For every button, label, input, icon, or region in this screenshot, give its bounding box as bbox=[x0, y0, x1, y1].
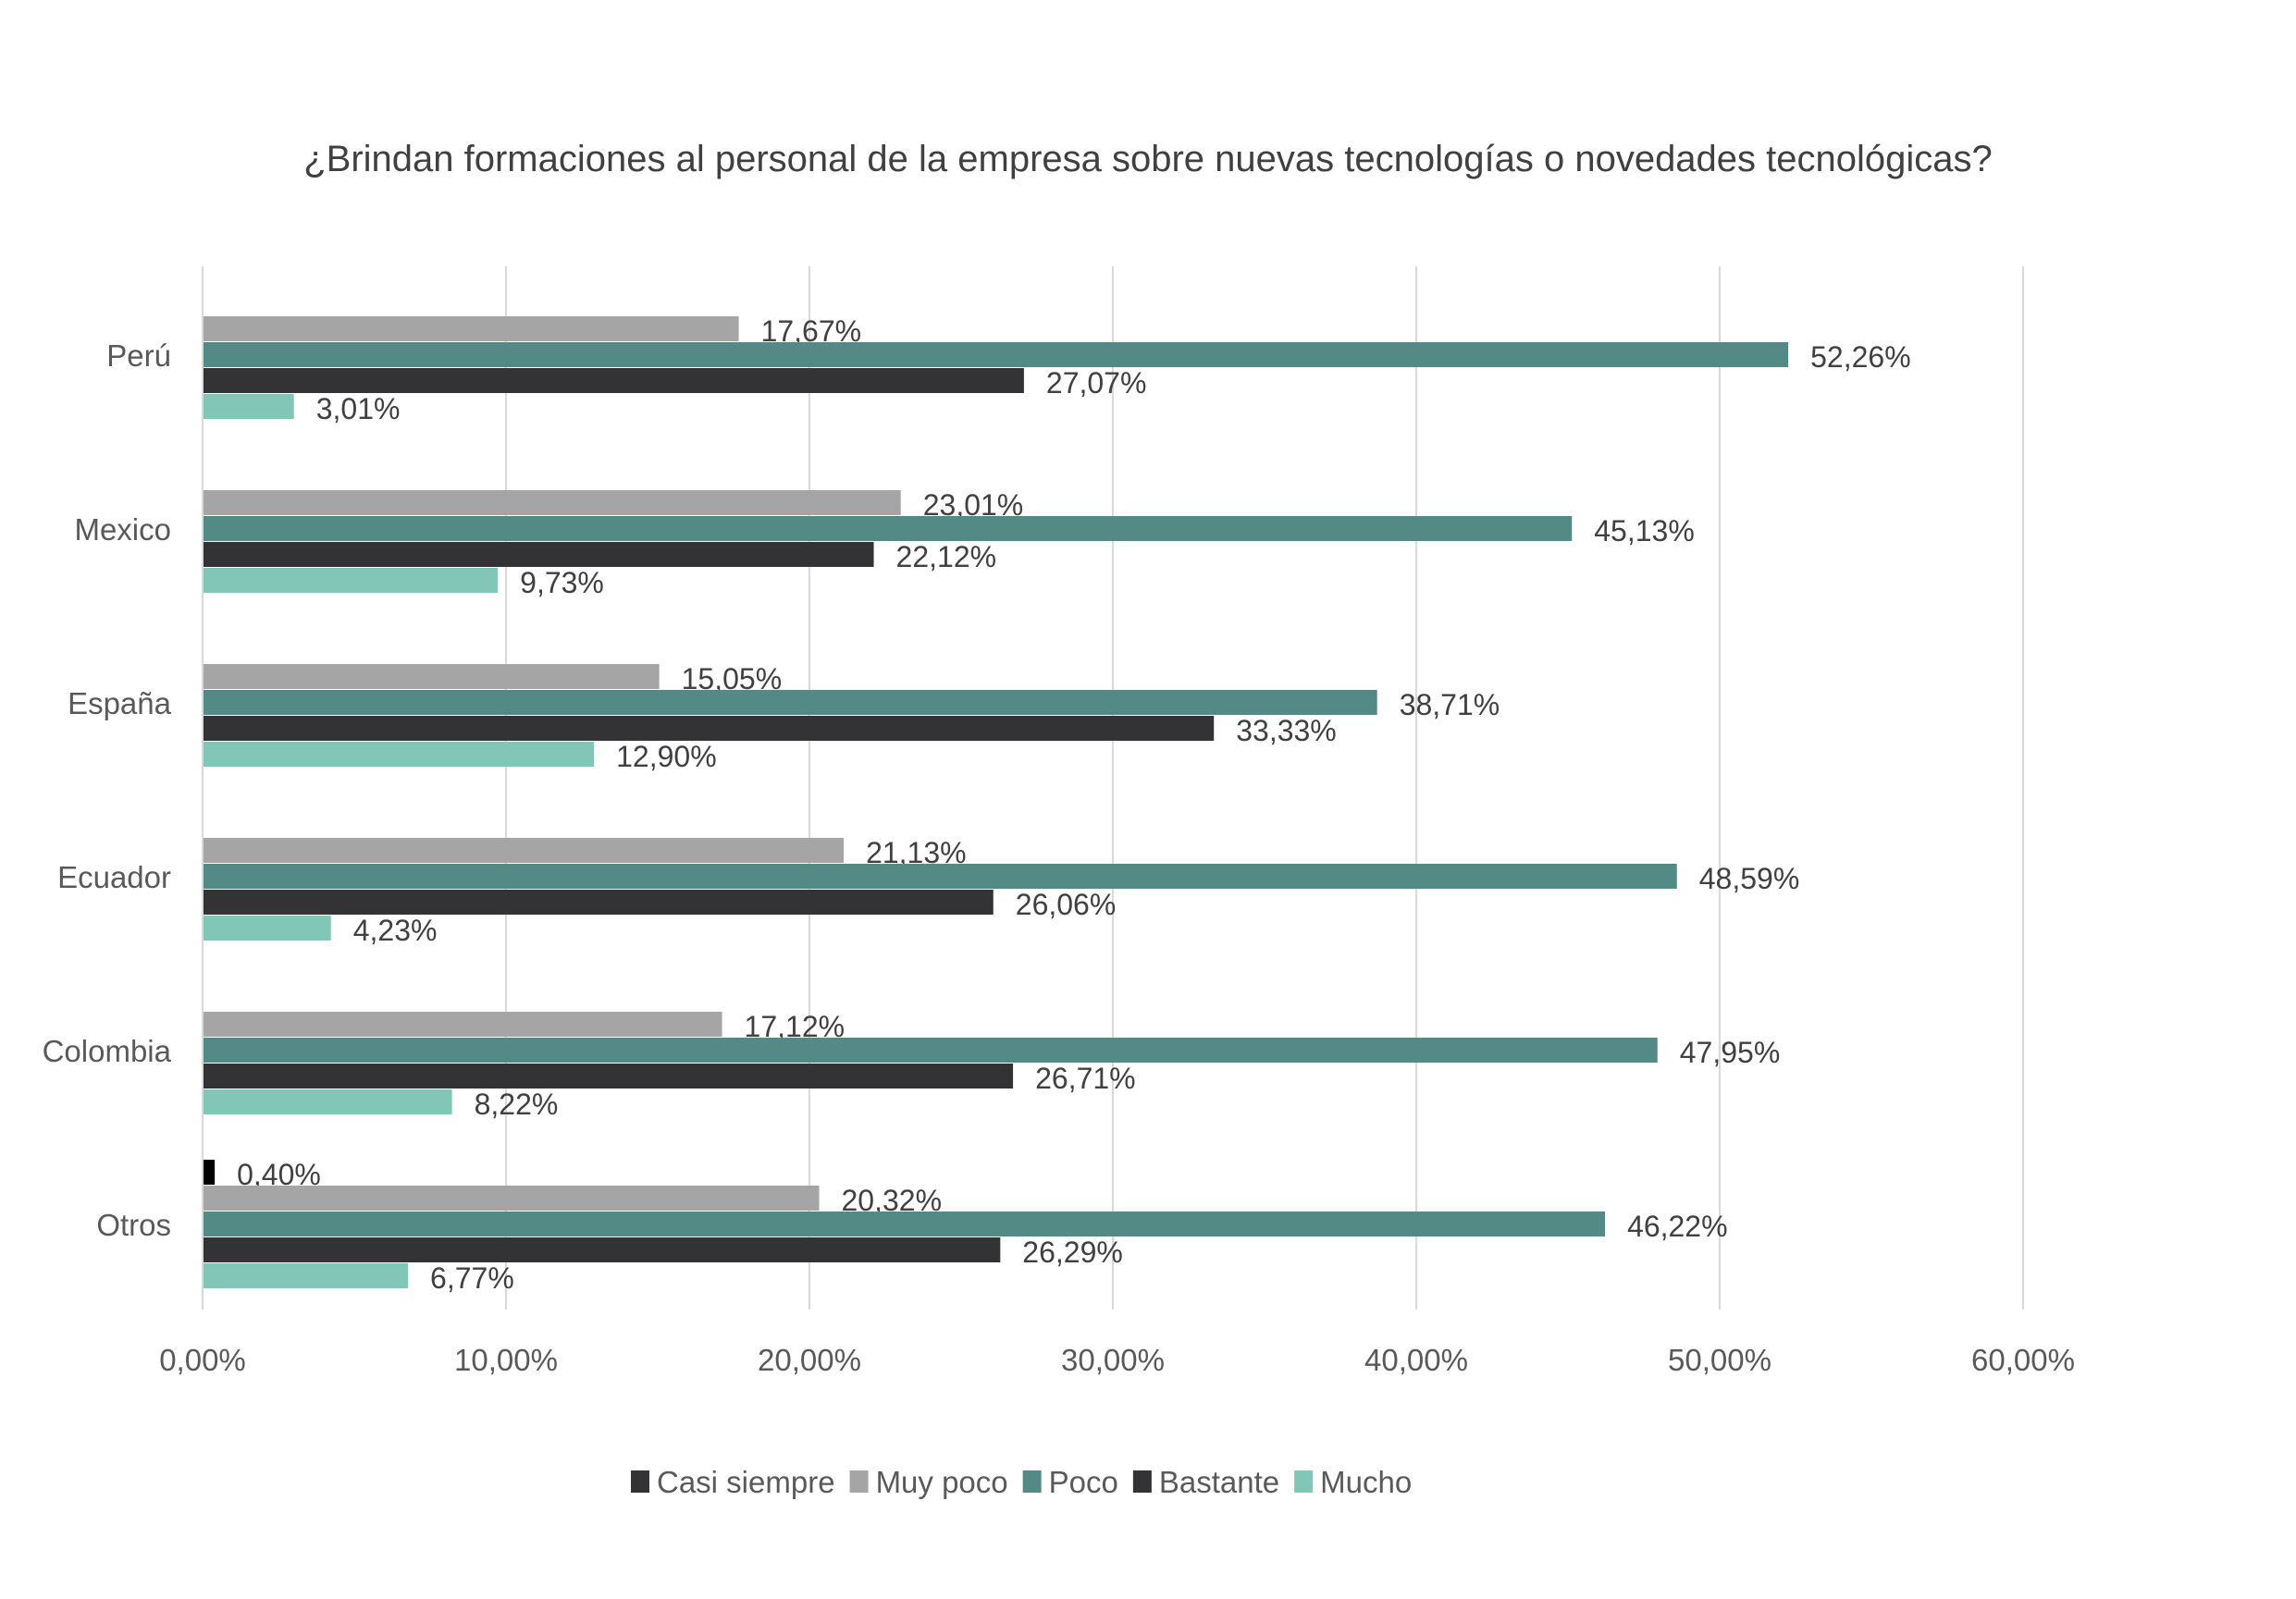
data-label: 12,90% bbox=[616, 740, 717, 773]
legend-label: Muy poco bbox=[876, 1465, 1008, 1499]
bar-bastante bbox=[203, 890, 994, 915]
data-label: 48,59% bbox=[1699, 862, 1800, 895]
y-category-label: Colombia bbox=[43, 1034, 172, 1068]
data-label: 52,26% bbox=[1810, 340, 1911, 374]
bar-mucho bbox=[203, 916, 331, 941]
data-label: 45,13% bbox=[1594, 514, 1695, 547]
data-label: 22,12% bbox=[896, 540, 997, 573]
data-label: 6,77% bbox=[430, 1261, 514, 1295]
data-label: 38,71% bbox=[1400, 688, 1500, 721]
legend-label: Poco bbox=[1049, 1465, 1118, 1499]
data-label: 27,07% bbox=[1046, 366, 1147, 400]
bar-mucho bbox=[203, 1089, 452, 1114]
legend-label: Casi siempre bbox=[657, 1465, 835, 1499]
data-label: 4,23% bbox=[353, 914, 438, 947]
data-label: 26,06% bbox=[1016, 888, 1117, 921]
x-tick-label: 10,00% bbox=[454, 1343, 558, 1377]
bar-poco bbox=[203, 690, 1377, 715]
data-label: 33,33% bbox=[1236, 714, 1337, 747]
x-tick-label: 20,00% bbox=[758, 1343, 861, 1377]
bar-bastante bbox=[203, 542, 874, 567]
bar-muy-poco bbox=[203, 490, 901, 515]
data-label: 3,01% bbox=[316, 392, 401, 425]
bar-muy-poco bbox=[203, 1186, 820, 1211]
data-label: 26,29% bbox=[1022, 1236, 1123, 1269]
bar-muy-poco bbox=[203, 316, 739, 341]
bar-poco bbox=[203, 342, 1789, 367]
legend-swatch bbox=[849, 1470, 869, 1493]
bar-muy-poco bbox=[203, 664, 660, 689]
x-tick-label: 30,00% bbox=[1061, 1343, 1165, 1377]
bar-mucho bbox=[203, 568, 499, 593]
bar-bastante bbox=[203, 1064, 1014, 1089]
bar-mucho bbox=[203, 394, 294, 419]
legend-swatch bbox=[1022, 1470, 1042, 1493]
data-label: 26,71% bbox=[1035, 1062, 1136, 1095]
bar-bastante bbox=[203, 368, 1024, 393]
bar-casi-siempre bbox=[203, 1160, 216, 1185]
bar-poco bbox=[203, 864, 1677, 889]
legend-swatch bbox=[631, 1470, 649, 1493]
x-tick-label: 0,00% bbox=[159, 1343, 246, 1377]
y-category-label: Ecuador bbox=[57, 860, 171, 894]
bar-bastante bbox=[203, 1237, 1001, 1262]
data-label: 9,73% bbox=[520, 566, 604, 599]
data-label: 8,22% bbox=[475, 1088, 559, 1121]
y-category-label: España bbox=[68, 686, 172, 720]
legend-swatch bbox=[1294, 1470, 1314, 1493]
legend-label: Mucho bbox=[1320, 1465, 1412, 1499]
bar-poco bbox=[203, 1038, 1658, 1063]
y-category-label: Mexico bbox=[74, 512, 171, 547]
x-tick-label: 60,00% bbox=[1971, 1343, 2075, 1377]
y-category-label: Perú bbox=[106, 338, 171, 373]
bar-muy-poco bbox=[203, 1012, 722, 1037]
legend-label: Bastante bbox=[1159, 1465, 1279, 1499]
bar-muy-poco bbox=[203, 838, 845, 863]
bar-poco bbox=[203, 516, 1573, 541]
chart-title: ¿Brindan formaciones al personal de la e… bbox=[303, 139, 1993, 179]
bar-mucho bbox=[203, 1263, 409, 1288]
x-tick-label: 50,00% bbox=[1668, 1343, 1771, 1377]
y-category-label: Otros bbox=[96, 1208, 171, 1242]
legend-swatch bbox=[1132, 1470, 1152, 1493]
bar-mucho bbox=[203, 742, 595, 767]
data-label: 47,95% bbox=[1680, 1036, 1781, 1069]
data-label: 46,22% bbox=[1627, 1210, 1728, 1243]
bar-bastante bbox=[203, 716, 1215, 741]
bar-poco bbox=[203, 1212, 1606, 1236]
x-tick-label: 40,00% bbox=[1364, 1343, 1468, 1377]
